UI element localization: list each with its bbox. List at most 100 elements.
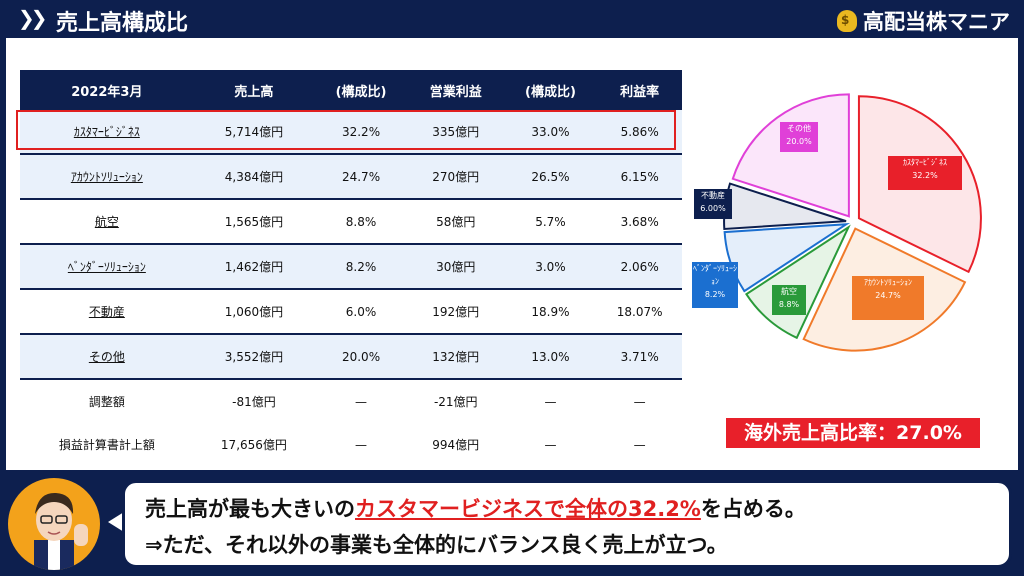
segment-name: その他: [20, 334, 194, 380]
op-profit-cell: 58億円: [407, 199, 504, 245]
avatar: [8, 478, 100, 570]
margin-cell: 3.71%: [597, 334, 682, 380]
slice-name: ｱｶｳﾝﾄｿﾘｭｰｼｮﾝ: [864, 278, 912, 287]
comment-line-1: 売上高が最も大きいのカスタマービジネスで全体の32.2%を占める。: [145, 493, 806, 523]
col-header: 2022年3月: [20, 70, 194, 110]
col-header: 利益率: [597, 70, 682, 110]
table-row: ｶｽﾀﾏｰﾋﾞｼﾞﾈｽ 5,714億円 32.2% 335億円 33.0% 5.…: [20, 110, 682, 155]
margin-cell: 18.07%: [597, 289, 682, 335]
pie-label-account: ｱｶｳﾝﾄｿﾘｭｰｼｮﾝ 24.7%: [852, 276, 924, 320]
brand-name: 高配当株マニア: [863, 10, 1010, 34]
sales-cell: 3,552億円: [193, 334, 315, 380]
pie-label-vendor: ﾍﾞﾝﾀﾞｰｿﾘｭｰｼｮﾝ 8.2%: [692, 262, 738, 308]
pie-slice: [731, 93, 850, 218]
table-row: 航空 1,565億円 8.8% 58億円 5.7% 3.68%: [20, 199, 682, 245]
col-header: 営業利益: [407, 70, 504, 110]
pie-label-aviation: 航空 8.8%: [772, 285, 806, 315]
op-ratio-cell: —: [544, 394, 557, 409]
money-bag-icon: $: [837, 10, 857, 32]
table-header-row: 2022年3月 売上高 (構成比) 営業利益 (構成比) 利益率: [20, 70, 682, 110]
col-header: (構成比): [314, 70, 408, 110]
op-profit-cell: 335億円: [407, 110, 504, 155]
table-row: 調整額 -81億円 — -21億円 — —: [20, 379, 682, 423]
table-row: ｱｶｳﾝﾄｿﾘｭｰｼｮﾝ 4,384億円 24.7% 270億円 26.5% 6…: [20, 154, 682, 200]
op-ratio-cell: 18.9%: [503, 289, 598, 335]
segment-table: 2022年3月 売上高 (構成比) 営業利益 (構成比) 利益率 ｶｽﾀﾏｰﾋﾞ…: [20, 70, 682, 466]
speech-bubble: 売上高が最も大きいのカスタマービジネスで全体の32.2%を占める。 ⇒ただ、それ…: [122, 480, 1012, 568]
pie-label-customer: ｶｽﾀﾏｰﾋﾞｼﾞﾈｽ 32.2%: [888, 156, 962, 190]
double-chevron-right-icon: ❯❯: [18, 6, 47, 30]
op-profit-cell: -21億円: [433, 395, 478, 409]
sales-ratio-cell: 8.8%: [314, 199, 408, 245]
highlight-box: [16, 110, 676, 150]
sales-ratio-cell: 6.0%: [314, 289, 408, 335]
op-profit-cell: 30億円: [407, 244, 504, 290]
slice-name: ｶｽﾀﾏｰﾋﾞｼﾞﾈｽ: [903, 158, 947, 167]
comment-text: 売上高が最も大きいの: [145, 497, 355, 521]
comment-text: を占める。: [700, 497, 806, 521]
margin-cell: 5.86%: [597, 110, 682, 155]
comment-highlight: カスタマービジネスで全体の32.2%: [355, 497, 701, 521]
slice-name: 航空: [781, 287, 797, 296]
segment-name: 損益計算書計上額: [58, 438, 155, 452]
sales-ratio-cell: —: [355, 394, 368, 409]
pie-label-realestate: 不動産 6.00%: [694, 189, 732, 219]
op-ratio-cell: 3.0%: [503, 244, 598, 290]
header-bar: ❯❯ 売上高構成比 $ 高配当株マニア: [0, 0, 1024, 38]
margin-cell: 2.06%: [597, 244, 682, 290]
sales-ratio-cell: 20.0%: [314, 334, 408, 380]
sales-cell: 1,060億円: [193, 289, 315, 335]
sales-cell: 1,565億円: [193, 199, 315, 245]
op-ratio-cell: 33.0%: [503, 110, 598, 155]
margin-cell: —: [633, 394, 646, 409]
segment-name: 調整額: [88, 395, 125, 409]
segment-name: ｱｶｳﾝﾄｿﾘｭｰｼｮﾝ: [20, 154, 194, 200]
op-profit-cell: 994億円: [432, 438, 480, 452]
sales-cell: 1,462億円: [193, 244, 315, 290]
table-row: 不動産 1,060億円 6.0% 192億円 18.9% 18.07%: [20, 289, 682, 335]
op-profit-cell: 132億円: [407, 334, 504, 380]
slice-value: 32.2%: [912, 171, 938, 180]
table-row: 損益計算書計上額 17,656億円 — 994億円 — —: [20, 423, 682, 466]
sales-ratio-cell: —: [355, 437, 368, 452]
segment-name: ﾍﾞﾝﾀﾞｰｿﾘｭｰｼｮﾝ: [20, 244, 194, 290]
pie-label-other: その他 20.0%: [780, 122, 818, 152]
page-title: 売上高構成比: [56, 11, 189, 36]
sales-ratio-cell: 24.7%: [314, 154, 408, 200]
sales-cell: 5,714億円: [193, 110, 315, 155]
person-icon: [34, 492, 88, 570]
sales-cell: -81億円: [232, 395, 276, 409]
slice-value: 24.7%: [875, 291, 901, 300]
slice-name: 不動産: [701, 191, 725, 200]
table-row: その他 3,552億円 20.0% 132億円 13.0% 3.71%: [20, 334, 682, 380]
margin-cell: 3.68%: [597, 199, 682, 245]
margin-cell: —: [633, 437, 646, 452]
slice-value: 20.0%: [786, 137, 812, 146]
op-ratio-cell: —: [544, 437, 557, 452]
segment-name: 航空: [20, 199, 194, 245]
slice-name: ﾍﾞﾝﾀﾞｰｿﾘｭｰｼｮﾝ: [693, 264, 737, 286]
brand-logo: $ 高配当株マニア: [837, 6, 1010, 36]
sales-cell: 4,384億円: [193, 154, 315, 200]
comment-line-2: ⇒ただ、それ以外の事業も全体的にバランス良く売上が立つ。: [145, 533, 728, 557]
col-header: (構成比): [503, 70, 598, 110]
op-profit-cell: 270億円: [407, 154, 504, 200]
segment-name: ｶｽﾀﾏｰﾋﾞｼﾞﾈｽ: [20, 110, 194, 155]
table-row: ﾍﾞﾝﾀﾞｰｿﾘｭｰｼｮﾝ 1,462億円 8.2% 30億円 3.0% 2.0…: [20, 244, 682, 290]
op-ratio-cell: 5.7%: [503, 199, 598, 245]
speech-bubble-tail: [108, 512, 124, 532]
col-header: 売上高: [193, 70, 315, 110]
overseas-sales-ratio: 海外売上高比率：27.0%: [726, 418, 980, 448]
slice-value: 8.8%: [778, 300, 800, 309]
margin-cell: 6.15%: [597, 154, 682, 200]
sales-ratio-cell: 8.2%: [314, 244, 408, 290]
segment-name: 不動産: [20, 289, 194, 335]
slice-value: 6.00%: [700, 204, 726, 213]
op-ratio-cell: 26.5%: [503, 154, 598, 200]
sales-cell: 17,656億円: [220, 438, 287, 452]
pie-slice: [744, 224, 851, 340]
slice-value: 8.2%: [704, 290, 726, 299]
slice-name: その他: [787, 124, 811, 133]
op-ratio-cell: 13.0%: [503, 334, 598, 380]
